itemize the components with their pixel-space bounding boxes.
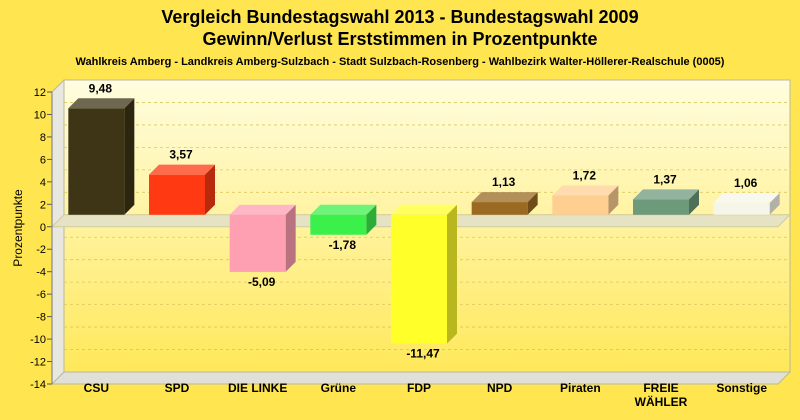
y-tick-label: -10 <box>30 334 46 346</box>
y-tick-label: 10 <box>34 109 46 121</box>
bar-side <box>689 189 699 215</box>
y-tick-label: 6 <box>40 154 46 166</box>
bar-sonstige <box>713 192 780 215</box>
bar-top <box>633 189 699 200</box>
y-axis-label: Prozentpunkte <box>11 189 25 267</box>
y-tick-label: 4 <box>40 177 46 189</box>
y-tick-label: -14 <box>30 379 46 391</box>
bar-side <box>366 204 377 235</box>
y-tick-label: -12 <box>30 357 46 369</box>
chart-subtitle: Gewinn/Verlust Erststimmen in Prozentpun… <box>202 29 597 49</box>
bar-side <box>205 164 215 215</box>
x-tick-label: WÄHLER <box>635 394 688 409</box>
y-tick-label: -8 <box>36 312 46 324</box>
bar-front <box>552 195 609 215</box>
chart-title: Vergleich Bundestagswahl 2013 - Bundesta… <box>161 7 638 27</box>
data-label: -1,78 <box>329 238 357 252</box>
bar-top <box>713 192 780 203</box>
bar-side <box>124 98 135 215</box>
y-tick-label: 0 <box>40 222 46 234</box>
bar-front <box>310 214 367 235</box>
x-tick-label: SPD <box>165 381 190 395</box>
bar-top <box>391 204 457 215</box>
bar-fdp <box>391 204 457 344</box>
bar-npd <box>471 192 538 215</box>
x-tick-label: NPD <box>487 381 513 395</box>
bar-front <box>229 214 286 272</box>
x-tick-label: DIE LINKE <box>228 381 287 395</box>
bar-spd <box>149 164 215 215</box>
bar-side <box>285 204 296 272</box>
bar-top <box>68 98 135 109</box>
data-label: -11,47 <box>406 347 440 361</box>
bar-side <box>608 185 619 215</box>
bar-top <box>149 164 215 175</box>
bar-freie-w-hler <box>633 189 699 215</box>
bar-die-linke <box>229 204 296 272</box>
y-tick-label: -6 <box>36 289 46 301</box>
bar-front <box>633 199 689 215</box>
data-label: 1,37 <box>653 172 677 186</box>
bar-front <box>471 202 528 215</box>
y-tick-label: 8 <box>40 132 46 144</box>
bar-top <box>552 185 619 196</box>
bar-top <box>471 192 538 203</box>
data-label: 1,06 <box>734 176 758 190</box>
bar-piraten <box>552 185 619 215</box>
bar-top <box>229 204 296 215</box>
x-tick-label: Grüne <box>321 381 357 395</box>
chart-caption: Wahlkreis Amberg - Landkreis Amberg-Sulz… <box>76 56 725 68</box>
data-label: 1,13 <box>492 175 516 189</box>
y-tick-label: 2 <box>40 199 46 211</box>
x-tick-label: Sonstige <box>716 381 767 395</box>
data-label: 9,48 <box>89 81 113 95</box>
bar-top <box>310 204 377 215</box>
data-label: 3,57 <box>169 148 193 162</box>
bar-gr-ne <box>310 204 377 235</box>
x-tick-label: FDP <box>407 381 431 395</box>
bar-front <box>68 108 125 215</box>
x-tick-label: FREIE <box>643 381 678 395</box>
bar-front <box>391 214 447 344</box>
plot-side-wall <box>51 78 65 386</box>
y-tick-label: -2 <box>36 244 46 256</box>
x-tick-label: CSU <box>84 381 109 395</box>
bar-side <box>527 192 538 215</box>
data-label: -5,09 <box>248 275 276 289</box>
bar-csu <box>68 98 135 215</box>
data-label: 1,72 <box>573 168 597 182</box>
bar-front <box>713 202 770 215</box>
x-tick-label: Piraten <box>560 381 601 395</box>
y-tick-label: 12 <box>34 87 46 99</box>
y-tick-label: -4 <box>36 267 46 279</box>
bar-side <box>447 204 457 344</box>
bar-side <box>769 192 780 215</box>
bar-front <box>149 174 205 215</box>
